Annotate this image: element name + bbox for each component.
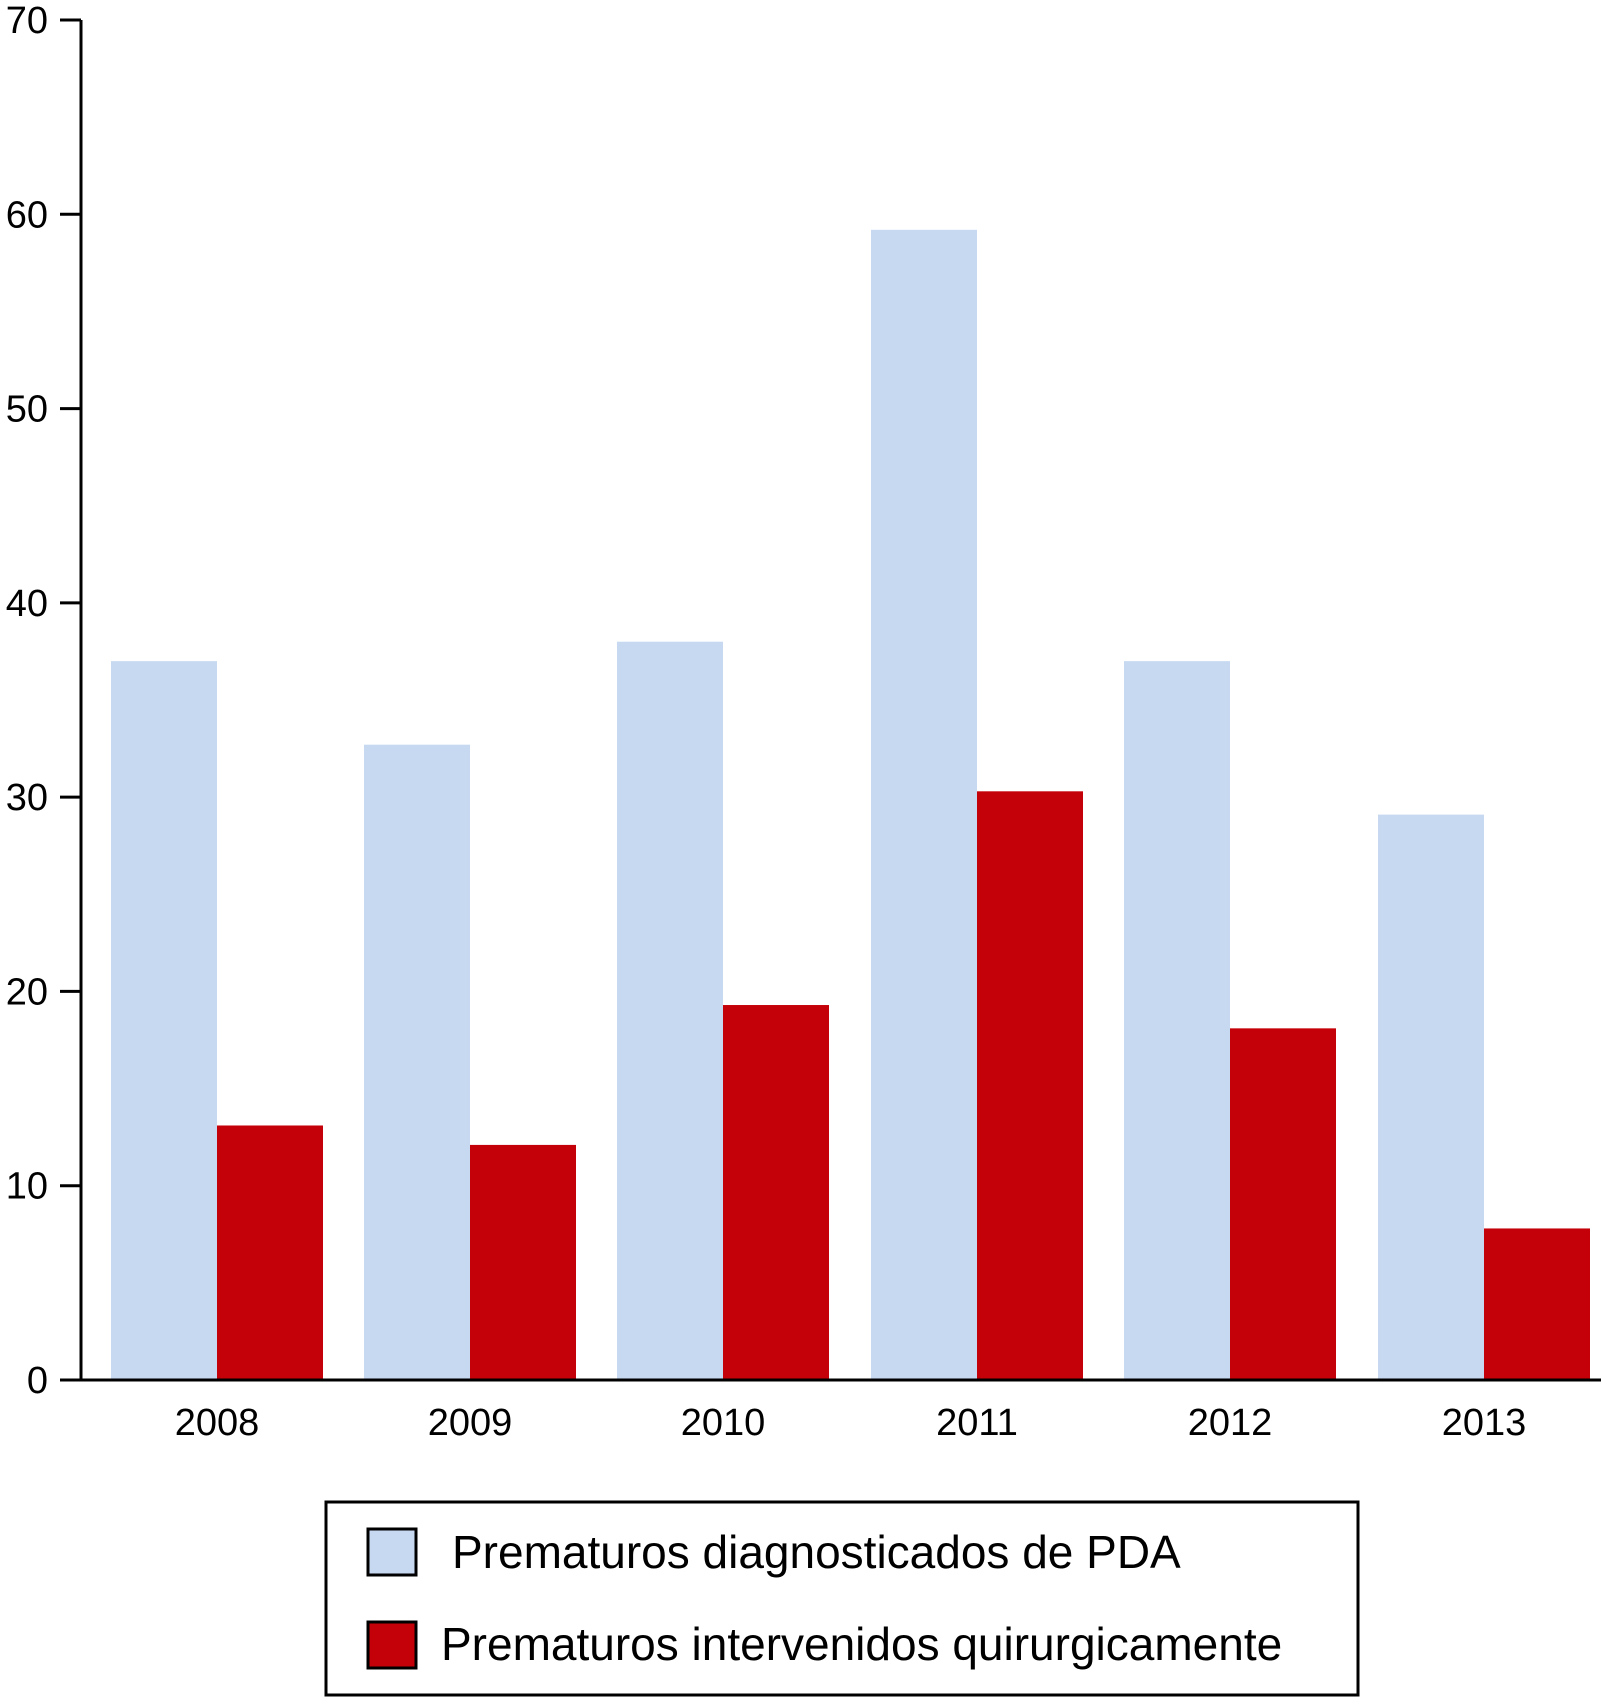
legend-label-intervenidos: Prematuros intervenidos quirurgicamente bbox=[441, 1618, 1282, 1670]
y-tick-label-50: 50 bbox=[6, 389, 48, 431]
axes-group: 2008 2009 2010 2011 2012 2013 0 10 20 30 40 50 60 70 bbox=[6, 0, 1601, 1444]
bar-diagnosticados-2013 bbox=[1378, 814, 1484, 1380]
legend-swatch-intervenidos bbox=[366, 1620, 418, 1670]
y-tick-label-40: 40 bbox=[6, 583, 48, 625]
bar-intervenidos-2010 bbox=[723, 1005, 829, 1380]
x-tick-label-2012: 2012 bbox=[1188, 1402, 1273, 1444]
y-tick-label-60: 60 bbox=[6, 194, 48, 236]
bar-diagnosticados-2008 bbox=[111, 661, 217, 1380]
x-tick-label-2011: 2011 bbox=[936, 1402, 1018, 1444]
y-tick-label-10: 10 bbox=[6, 1166, 48, 1208]
y-tick-label-20: 20 bbox=[6, 971, 48, 1013]
bar-intervenidos-2008 bbox=[217, 1125, 323, 1380]
bar-diagnosticados-2011 bbox=[871, 229, 977, 1380]
bar-intervenidos-2009 bbox=[470, 1144, 576, 1380]
bar-intervenidos-2012 bbox=[1230, 1028, 1336, 1380]
bar-diagnosticados-2010 bbox=[617, 641, 723, 1380]
x-tick-label-2009: 2009 bbox=[428, 1402, 513, 1444]
bars-group bbox=[111, 229, 1590, 1380]
legend: Prematuros diagnosticados de PDA Prematu… bbox=[324, 1500, 1360, 1697]
bar-diagnosticados-2012 bbox=[1124, 661, 1230, 1380]
y-tick-label-30: 30 bbox=[6, 777, 48, 819]
y-tick-label-0: 0 bbox=[27, 1360, 48, 1402]
legend-swatch-diagnosticados bbox=[366, 1527, 418, 1577]
bar-diagnosticados-2009 bbox=[364, 744, 470, 1380]
y-tick-label-70: 70 bbox=[6, 0, 48, 42]
legend-box bbox=[324, 1500, 1360, 1697]
bar-intervenidos-2013 bbox=[1484, 1228, 1590, 1380]
x-tick-label-2013: 2013 bbox=[1442, 1402, 1527, 1444]
x-tick-label-2008: 2008 bbox=[175, 1402, 260, 1444]
x-tick-label-2010: 2010 bbox=[681, 1402, 766, 1444]
bar-intervenidos-2011 bbox=[977, 791, 1083, 1380]
legend-label-diagnosticados: Prematuros diagnosticados de PDA bbox=[452, 1526, 1181, 1578]
